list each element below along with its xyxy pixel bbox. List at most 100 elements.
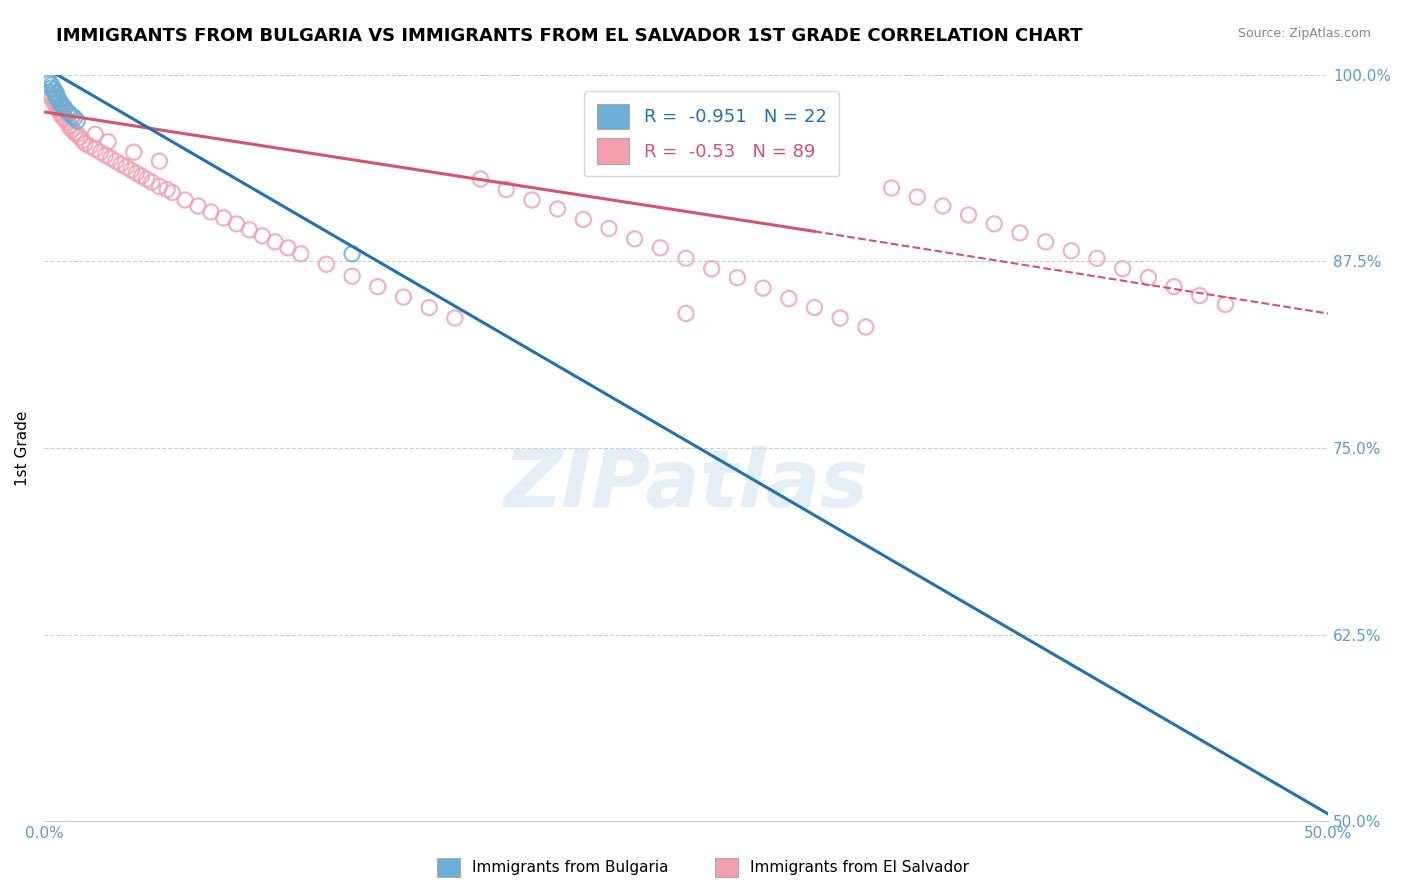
Point: [855, 320, 877, 334]
Point: [35, 70, 58, 85]
Point: [97, 135, 120, 149]
Point: [66, 113, 89, 128]
Point: [1188, 288, 1211, 302]
Point: [725, 270, 748, 285]
Point: [572, 212, 595, 227]
Point: [200, 205, 222, 219]
Point: [444, 311, 467, 326]
Point: [187, 199, 209, 213]
Point: [51, 97, 73, 112]
Point: [277, 241, 299, 255]
Point: [41, 91, 63, 105]
Point: [53, 111, 76, 125]
Point: [72, 133, 94, 147]
Point: [51, 99, 73, 113]
Point: [53, 100, 76, 114]
Point: [1008, 226, 1031, 240]
Point: [56, 104, 79, 119]
Point: [225, 217, 247, 231]
Point: [120, 163, 142, 178]
Point: [1215, 297, 1237, 311]
Point: [141, 175, 163, 189]
Point: [53, 112, 76, 127]
Point: [1163, 279, 1185, 293]
Point: [58, 118, 80, 132]
Point: [752, 281, 775, 295]
Point: [148, 154, 170, 169]
Legend: R =  -0.951   N = 22, R =  -0.53   N = 89: R = -0.951 N = 22, R = -0.53 N = 89: [583, 91, 839, 177]
Point: [38, 73, 60, 87]
Legend: Immigrants from Bulgaria, Immigrants from El Salvador: Immigrants from Bulgaria, Immigrants fro…: [430, 850, 976, 884]
Point: [48, 104, 70, 119]
Point: [148, 179, 170, 194]
Point: [547, 202, 569, 216]
Point: [63, 111, 86, 125]
Point: [94, 148, 117, 162]
Point: [104, 154, 127, 169]
Point: [38, 86, 60, 100]
Point: [84, 128, 107, 142]
Point: [41, 88, 63, 103]
Point: [1035, 235, 1057, 249]
Point: [45, 87, 67, 101]
Point: [623, 232, 645, 246]
Point: [983, 217, 1005, 231]
Point: [932, 199, 955, 213]
Point: [100, 151, 122, 165]
Point: [41, 81, 63, 95]
Point: [51, 106, 73, 120]
Point: [264, 235, 287, 249]
Point: [162, 186, 184, 200]
Point: [115, 160, 138, 174]
Point: [56, 115, 79, 129]
Point: [650, 241, 672, 255]
Point: [41, 78, 63, 92]
Point: [45, 91, 67, 105]
Point: [84, 142, 107, 156]
Point: [212, 211, 235, 225]
Point: [60, 123, 83, 137]
Point: [48, 102, 70, 116]
Point: [45, 90, 67, 104]
Point: [675, 307, 697, 321]
Point: [520, 193, 543, 207]
Text: IMMIGRANTS FROM BULGARIA VS IMMIGRANTS FROM EL SALVADOR 1ST GRADE CORRELATION CH: IMMIGRANTS FROM BULGARIA VS IMMIGRANTS F…: [56, 27, 1083, 45]
Point: [44, 82, 66, 96]
Point: [110, 157, 132, 171]
Point: [957, 208, 980, 222]
Point: [45, 100, 67, 114]
Point: [73, 136, 96, 151]
Text: ZIPatlas: ZIPatlas: [503, 446, 869, 524]
Point: [340, 247, 363, 261]
Point: [495, 182, 517, 196]
Point: [122, 145, 145, 160]
Point: [45, 97, 67, 112]
Point: [125, 166, 148, 180]
Point: [44, 95, 66, 110]
Point: [48, 95, 70, 110]
Point: [53, 102, 76, 116]
Point: [135, 172, 157, 186]
Point: [1085, 252, 1108, 266]
Point: [44, 93, 66, 107]
Point: [79, 139, 101, 153]
Point: [44, 86, 66, 100]
Point: [290, 247, 312, 261]
Point: [60, 109, 83, 123]
Point: [1137, 270, 1160, 285]
Point: [598, 221, 620, 235]
Point: [1060, 244, 1083, 258]
Point: [89, 145, 111, 160]
Point: [156, 182, 179, 196]
Point: [69, 130, 91, 145]
Point: [700, 261, 723, 276]
Point: [367, 279, 389, 293]
Point: [340, 269, 363, 284]
Point: [174, 193, 197, 207]
Point: [470, 172, 492, 186]
Point: [58, 106, 80, 120]
Point: [51, 109, 73, 123]
Point: [418, 301, 440, 315]
Point: [48, 93, 70, 107]
Point: [63, 126, 86, 140]
